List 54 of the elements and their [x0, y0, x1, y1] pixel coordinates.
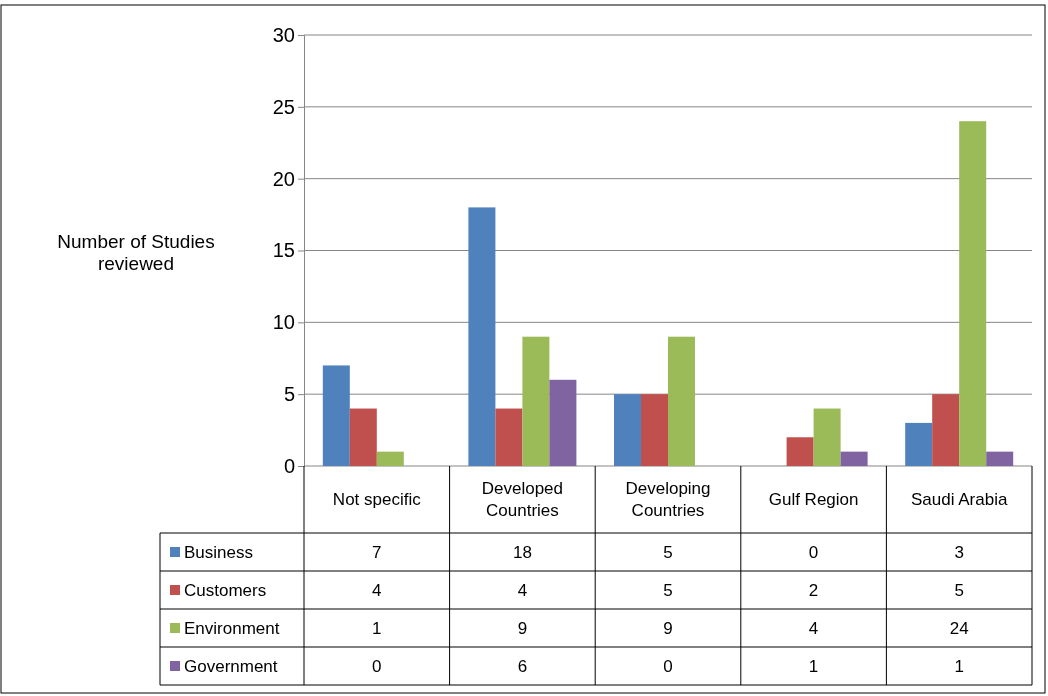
- x-tick-label: Saudi Arabia: [911, 490, 1008, 510]
- bar: [614, 394, 641, 466]
- data-label: 5: [663, 542, 673, 562]
- data-label: 4: [808, 618, 819, 638]
- bar: [376, 451, 404, 466]
- y-tick-label: 10: [272, 311, 295, 334]
- bar: [668, 336, 695, 466]
- bar: [349, 408, 377, 466]
- y-tick-label: 15: [272, 239, 295, 262]
- bar: [322, 365, 350, 466]
- x-tick-label: Developing Countries: [625, 479, 711, 521]
- bar: [641, 394, 668, 466]
- data-label: 0: [663, 656, 673, 676]
- bar: [959, 121, 987, 466]
- data-label: 6: [517, 656, 528, 676]
- legend-label: Government: [184, 656, 278, 676]
- data-label: 4: [517, 580, 528, 600]
- x-tick-label: Gulf Region: [768, 490, 859, 510]
- data-label: 1: [372, 618, 382, 638]
- bar: [932, 394, 960, 466]
- bar: [986, 451, 1014, 466]
- data-label: 9: [517, 618, 528, 638]
- data-label: 0: [372, 656, 382, 676]
- y-axis-title: Number of Studies reviewed: [57, 230, 215, 274]
- bar: [549, 379, 577, 466]
- y-tick-label: 5: [283, 383, 295, 406]
- data-label: 4: [372, 580, 382, 600]
- data-label: 24: [949, 618, 969, 638]
- y-tick-label: 25: [272, 95, 295, 118]
- bar: [840, 451, 868, 466]
- data-label: 3: [954, 542, 964, 562]
- y-tick-label: 30: [272, 23, 295, 46]
- bar: [495, 408, 523, 466]
- data-label: 2: [808, 580, 819, 600]
- legend-label: Customers: [184, 580, 267, 600]
- data-label: 1: [954, 656, 964, 676]
- legend-label: Environment: [184, 618, 280, 638]
- x-tick-label: Not specific: [332, 490, 422, 510]
- data-label: 0: [808, 542, 819, 562]
- y-tick-label: 0: [283, 454, 295, 477]
- data-label: 7: [372, 542, 382, 562]
- y-tick-label: 20: [272, 167, 295, 190]
- data-label: 1: [808, 656, 819, 676]
- bar: [786, 437, 814, 466]
- bar: [905, 422, 933, 466]
- bar: [813, 408, 841, 466]
- bar: [468, 207, 496, 466]
- data-label: 18: [512, 542, 532, 562]
- legend-label: Business: [184, 542, 253, 562]
- data-label: 9: [663, 618, 673, 638]
- data-label: 5: [954, 580, 964, 600]
- bar: [522, 336, 550, 466]
- data-label: 5: [663, 580, 673, 600]
- x-tick-label: Developed Countries: [481, 479, 564, 521]
